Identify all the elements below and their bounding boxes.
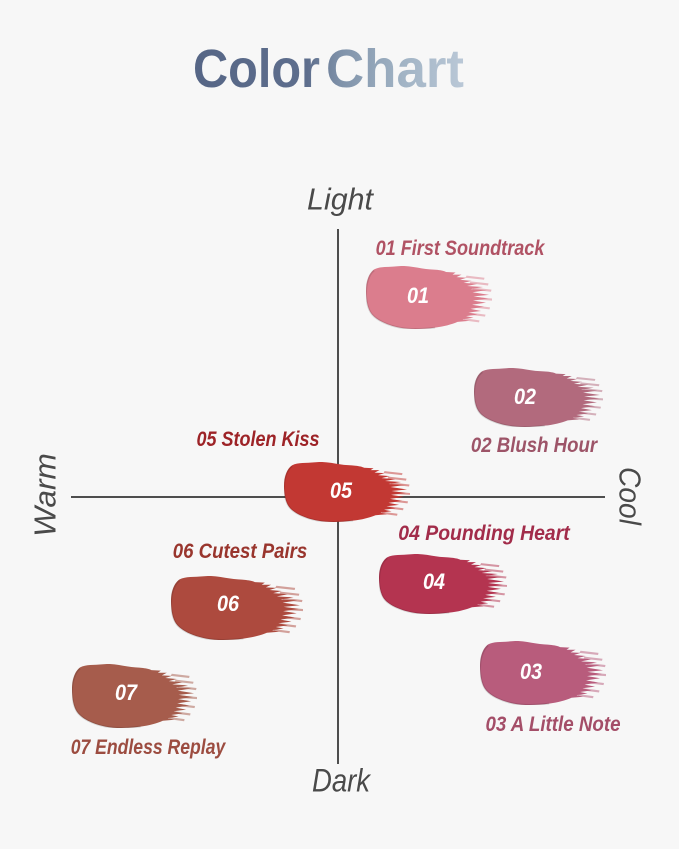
svg-text:Chart: Chart <box>326 39 464 99</box>
svg-text:Color: Color <box>193 39 320 99</box>
